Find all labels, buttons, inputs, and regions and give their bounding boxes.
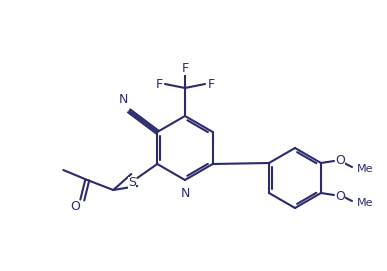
Text: Me: Me	[357, 198, 373, 208]
Text: F: F	[156, 78, 163, 91]
Text: O: O	[70, 201, 80, 214]
Text: N: N	[118, 93, 128, 106]
Text: Me: Me	[357, 164, 373, 174]
Text: N: N	[180, 187, 190, 200]
Text: O: O	[335, 153, 345, 166]
Text: F: F	[182, 62, 188, 75]
Text: O: O	[335, 189, 345, 202]
Text: F: F	[207, 78, 214, 91]
Text: S: S	[128, 176, 136, 189]
